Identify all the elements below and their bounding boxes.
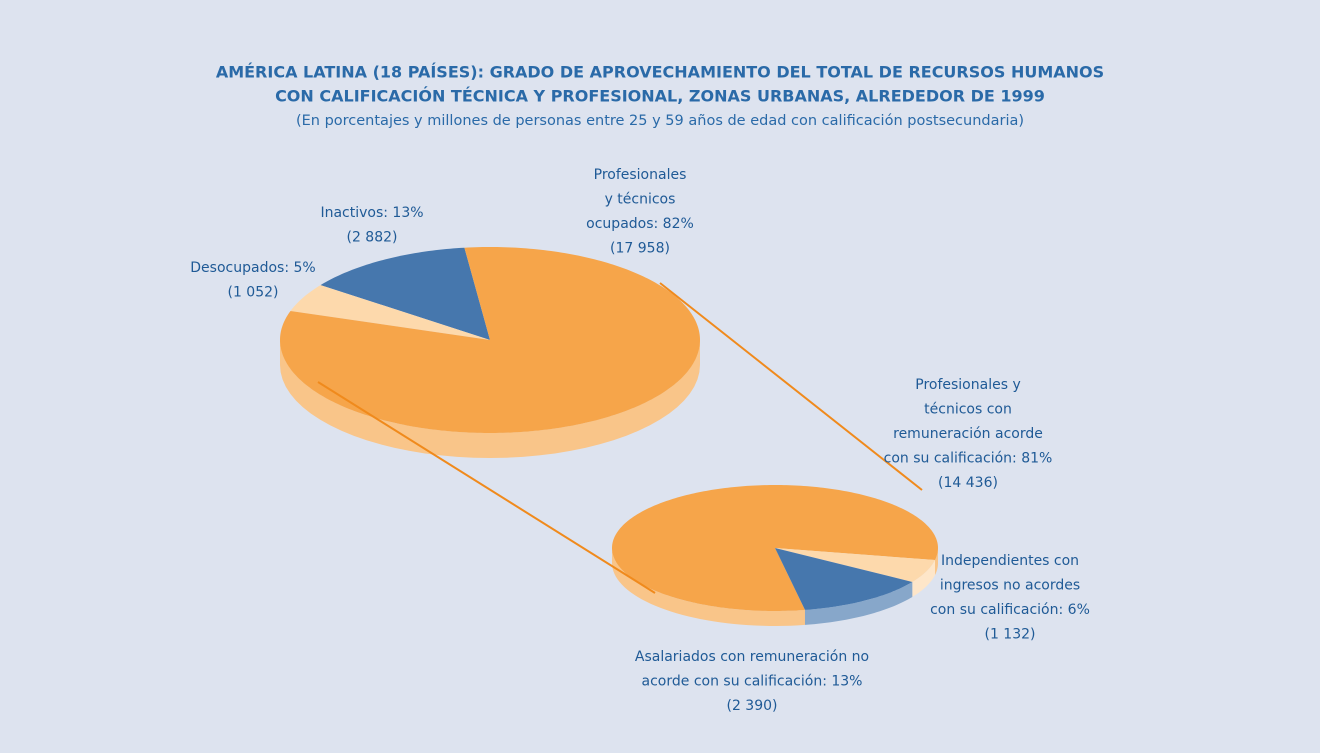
slice-label: técnicos con bbox=[924, 402, 1012, 418]
slice-label: ingresos no acordes bbox=[940, 578, 1080, 594]
slice-label: con su calificación: 6% bbox=[930, 602, 1090, 618]
pies bbox=[280, 247, 938, 626]
chart-title: AMÉRICA LATINA (18 PAÍSES): GRADO DE APR… bbox=[216, 63, 1104, 82]
slice-label: Inactivos: 13% bbox=[320, 205, 423, 221]
slice bbox=[280, 247, 700, 433]
slice bbox=[775, 548, 913, 610]
slice bbox=[320, 247, 490, 340]
slice-side bbox=[804, 581, 913, 625]
slice-label: acorde con su calificación: 13% bbox=[642, 674, 863, 690]
slice-count-label: (2 390) bbox=[726, 698, 777, 714]
slice bbox=[775, 548, 936, 582]
slice-side bbox=[935, 548, 938, 576]
slice-label: Profesionales bbox=[594, 167, 687, 183]
slice-count-label: (1 132) bbox=[984, 627, 1035, 643]
slice bbox=[290, 285, 490, 340]
slice-side bbox=[912, 560, 936, 597]
slice-label: Profesionales y bbox=[915, 377, 1021, 393]
slice bbox=[612, 485, 938, 611]
slice-label: Asalariados con remuneración no bbox=[635, 649, 869, 665]
chart-subtitle: (En porcentajes y millones de personas e… bbox=[296, 113, 1024, 129]
slice-label: ocupados: 82% bbox=[586, 216, 694, 232]
slice-side bbox=[280, 340, 700, 458]
slice-count-label: (14 436) bbox=[938, 475, 998, 491]
slice-count-label: (2 882) bbox=[346, 230, 397, 246]
slice-side bbox=[612, 548, 805, 626]
slice-count-label: (17 958) bbox=[610, 241, 670, 257]
slice-count-label: (1 052) bbox=[227, 285, 278, 301]
slice-label: remuneración acorde bbox=[893, 426, 1043, 442]
slice-label: y técnicos bbox=[605, 192, 676, 208]
connector bbox=[317, 381, 656, 594]
connector bbox=[659, 282, 923, 491]
slice-label: Desocupados: 5% bbox=[190, 260, 315, 276]
slice-label: con su calificación: 81% bbox=[884, 451, 1053, 467]
chart-title: CON CALIFICACIÓN TÉCNICA Y PROFESIONAL, … bbox=[275, 87, 1045, 106]
slice-label: Independientes con bbox=[941, 553, 1079, 569]
